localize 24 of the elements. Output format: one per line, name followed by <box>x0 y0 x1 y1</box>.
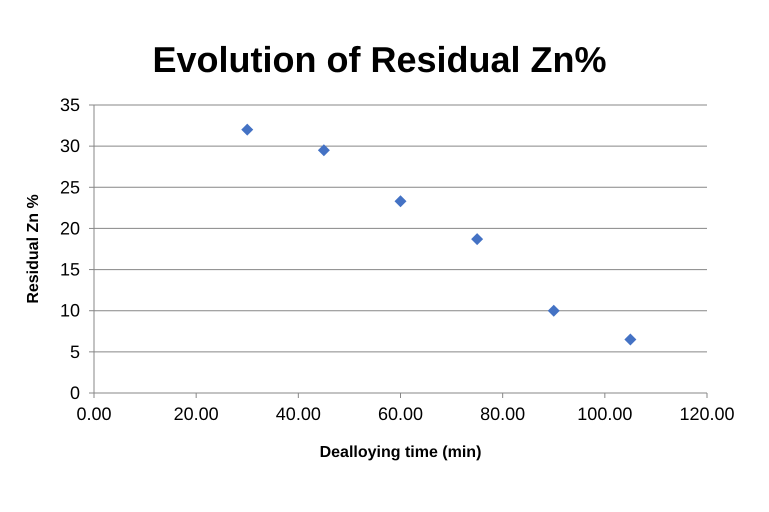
x-tick-label: 60.00 <box>378 404 424 424</box>
x-tick-label: 80.00 <box>480 404 526 424</box>
y-tick-label: 10 <box>60 300 80 321</box>
y-tick-label: 5 <box>70 342 80 362</box>
y-tick-label: 15 <box>60 260 80 280</box>
y-tick-label: 30 <box>60 136 80 156</box>
point <box>394 195 406 208</box>
point <box>318 144 330 156</box>
point <box>548 304 560 317</box>
x-tick-label: 40.00 <box>276 404 321 424</box>
x-tick-label: 100.00 <box>577 404 632 424</box>
y-tick-label: 35 <box>60 95 80 115</box>
y-tick-label: 0 <box>70 383 80 403</box>
y-tick-label: 20 <box>60 218 80 238</box>
x-tick-label: 120.00 <box>679 404 735 424</box>
x-axis-title: Dealloying time (min) <box>320 444 482 461</box>
y-axis-title: Residual Zn % <box>25 194 42 304</box>
point <box>241 124 254 136</box>
point <box>471 233 484 246</box>
y-tick-label: 25 <box>60 177 80 198</box>
point <box>624 334 636 346</box>
x-tick-label: 20.00 <box>174 404 219 424</box>
chart-title: Evolution of Residual Zn% <box>152 39 607 80</box>
x-tick-label: 0.00 <box>76 404 112 424</box>
